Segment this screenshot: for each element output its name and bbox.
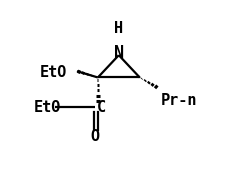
Text: N: N xyxy=(114,44,124,62)
Text: C: C xyxy=(97,100,106,115)
Text: Pr-n: Pr-n xyxy=(161,93,197,108)
Text: EtO: EtO xyxy=(39,65,67,80)
Text: EtO: EtO xyxy=(33,100,61,115)
Text: O: O xyxy=(91,129,100,144)
Text: H: H xyxy=(114,21,123,36)
